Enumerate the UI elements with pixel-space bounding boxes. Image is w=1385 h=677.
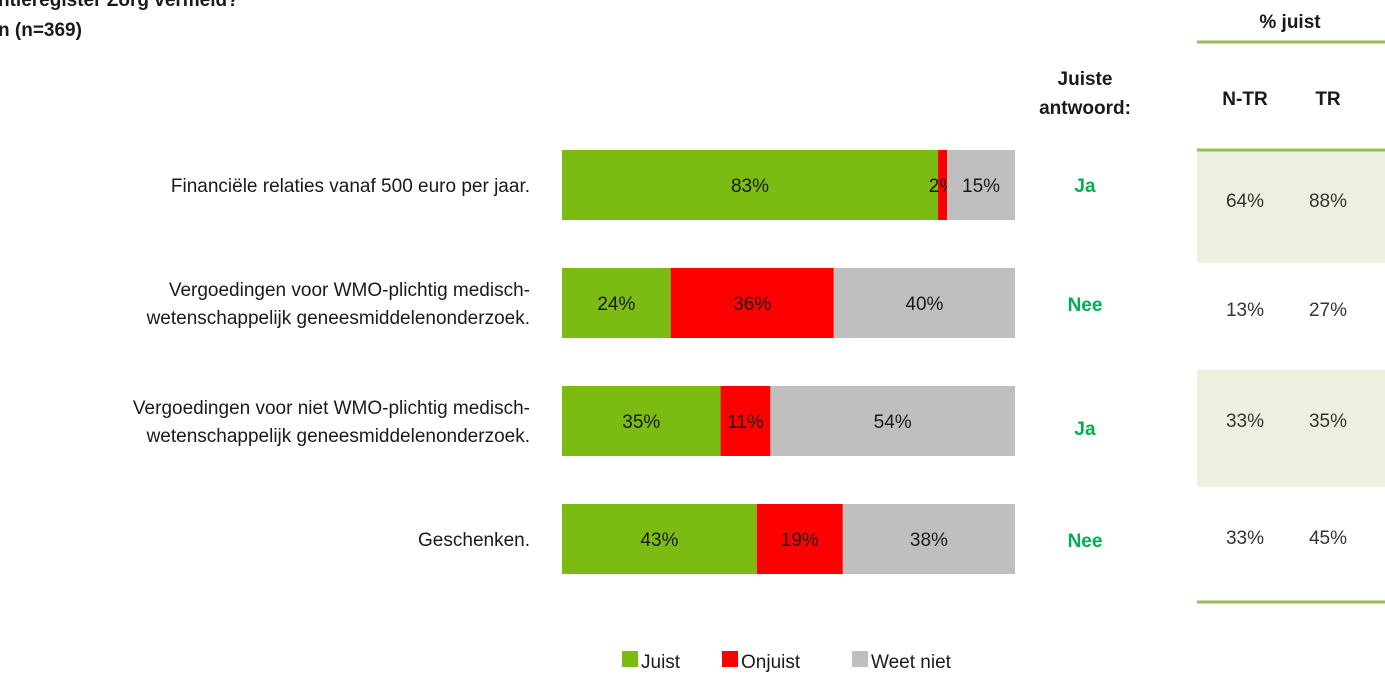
bar-segment [756,504,843,574]
category-label: Geschenken. [418,530,530,551]
table-cell: 35% [1309,411,1347,432]
answer: Nee [1068,295,1103,316]
answer-header: antwoord: [1039,98,1131,119]
legend-swatch [722,651,738,667]
legend-label: Weet niet [871,652,952,673]
bar-segment [937,150,948,220]
bar-segment [842,504,1015,574]
row-shade [1197,370,1385,487]
answer: Nee [1068,531,1103,552]
data-label: 43% [640,530,678,551]
table-cell: 27% [1309,300,1347,321]
row-shade [1197,150,1385,263]
data-label: 36% [733,294,771,315]
bar-segment [770,386,1015,456]
answer: Ja [1074,176,1096,197]
group-header: % juist [1259,12,1321,33]
category-label: Vergoedingen voor WMO-plichtig medisch- [169,280,530,301]
category-label: Vergoedingen voor niet WMO-plichtig medi… [133,398,530,419]
data-label: 24% [597,294,635,315]
bar-segment [720,386,771,456]
bar-segment [562,268,671,338]
category-label: wetenschappelijk geneesmiddelenonderzoek… [146,308,530,329]
bar-segment [562,504,757,574]
legend-label: Onjuist [741,652,801,673]
legend-swatch [622,651,638,667]
data-label: 83% [731,176,769,197]
chart-subtitle: n (n=369) [0,20,82,41]
table-cell: 88% [1309,191,1347,212]
bar-segment [562,386,721,456]
table-cell: 45% [1309,528,1347,549]
answer-header: Juiste [1058,69,1113,90]
legend-label: Juist [641,652,681,673]
column-header: TR [1315,89,1341,110]
data-label: 15% [962,176,1000,197]
table-cell: 64% [1226,191,1264,212]
data-label: 19% [781,530,819,551]
bar-segment [947,150,1015,220]
legend-swatch [852,651,868,667]
category-label: Financiële relaties vanaf 500 euro per j… [171,176,530,197]
category-label: wetenschappelijk geneesmiddelenonderzoek… [146,426,530,447]
table-cell: 13% [1226,300,1264,321]
data-label: 11% [727,412,764,433]
bar-segment [562,150,938,220]
table-cell: 33% [1226,528,1264,549]
data-label: 35% [622,412,660,433]
bar-segment [670,268,834,338]
column-header: N-TR [1222,89,1268,110]
data-label: 54% [874,412,912,433]
data-label: 38% [910,530,948,551]
table-cell: 33% [1226,411,1264,432]
answer: Ja [1074,419,1096,440]
data-label: 40% [905,294,943,315]
bar-segment [833,268,1015,338]
chart-title: ntieregister Zorg vermeld? [0,0,239,11]
